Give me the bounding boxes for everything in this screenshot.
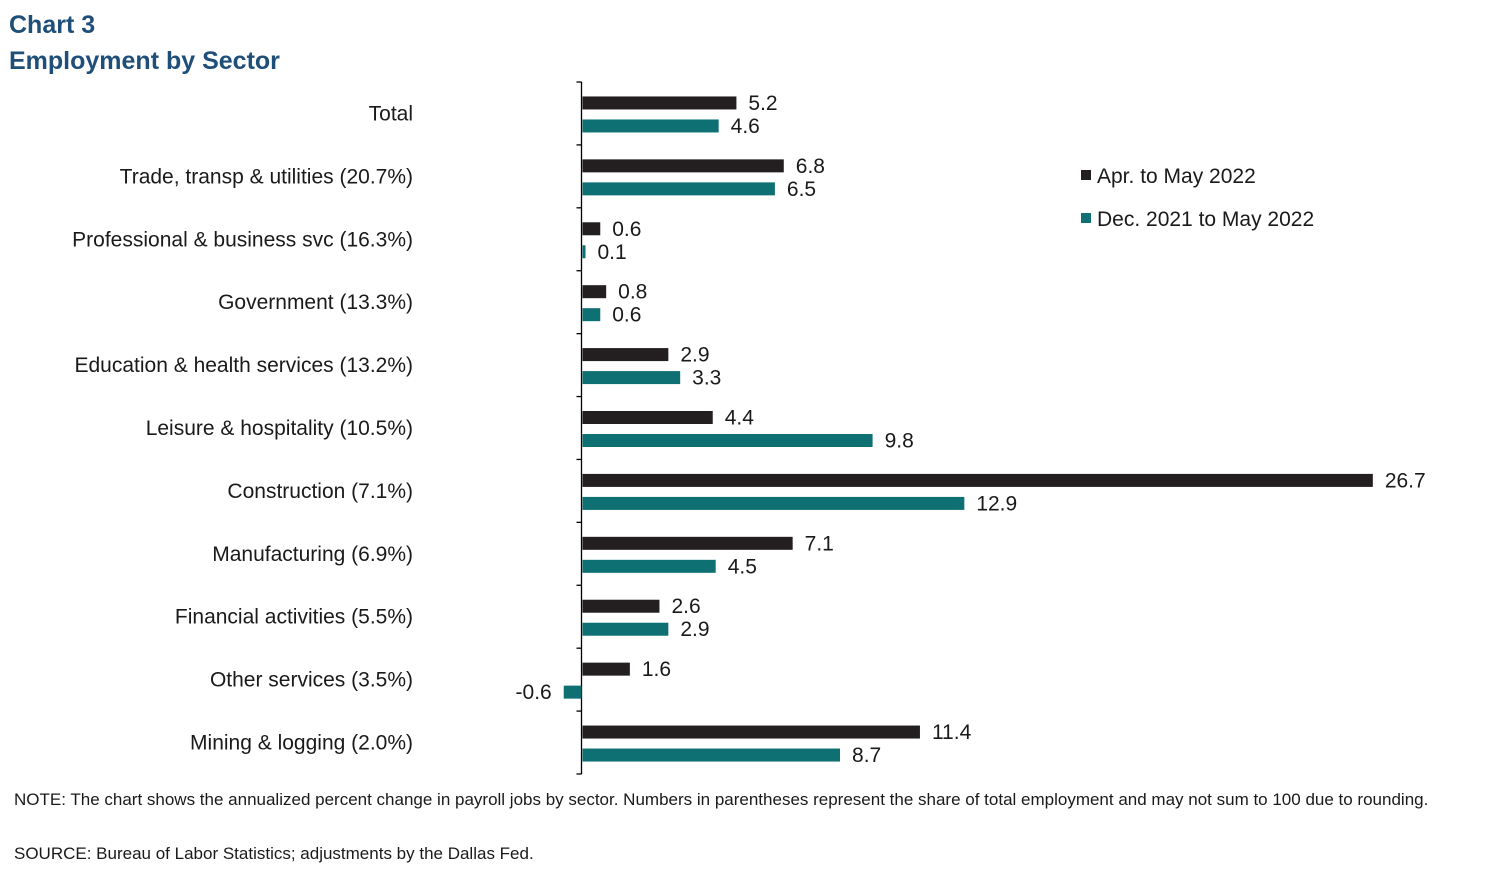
legend-swatch-1 — [1081, 170, 1091, 180]
data-label: 7.1 — [805, 532, 834, 555]
data-label: 8.7 — [852, 744, 881, 767]
data-label: 5.2 — [748, 92, 777, 115]
data-label: -0.6 — [516, 681, 552, 704]
chart-note: NOTE: The chart shows the annualized per… — [14, 790, 1429, 809]
bar-series-2 — [582, 496, 965, 510]
bar-series-1 — [582, 536, 793, 550]
bar-series-1 — [582, 725, 920, 739]
data-label: 0.8 — [618, 281, 647, 304]
data-label: 2.9 — [680, 618, 709, 641]
bar-series-1 — [582, 348, 669, 362]
data-label: 2.9 — [680, 344, 709, 367]
bar-series-2 — [582, 748, 841, 762]
data-label: 12.9 — [976, 492, 1017, 515]
legend-swatch-2 — [1081, 213, 1091, 223]
bar-series-2 — [582, 119, 719, 133]
category-label: Government (13.3%) — [218, 291, 413, 314]
data-label: 0.1 — [597, 241, 626, 264]
bar-series-2 — [582, 308, 601, 322]
data-label: 9.8 — [885, 430, 914, 453]
chart-number: Chart 3 — [9, 11, 96, 39]
bar-series-1 — [582, 599, 660, 613]
category-label: Construction (7.1%) — [227, 480, 413, 503]
category-label: Education & health services (13.2%) — [74, 354, 413, 377]
data-label: 0.6 — [612, 218, 641, 241]
bar-series-1 — [582, 285, 607, 299]
category-label: Mining & logging (2.0%) — [190, 732, 413, 755]
category-label: Financial activities (5.5%) — [175, 606, 413, 629]
bar-series-2 — [582, 182, 775, 196]
data-label: 4.6 — [731, 115, 760, 138]
bar-series-2 — [563, 685, 582, 699]
bar-series-2 — [582, 434, 873, 447]
data-label: 6.8 — [796, 155, 825, 178]
bar-chart: Total 5.24.6 Trade, transp & utilities (20… — [72, 81, 1426, 775]
data-label: 26.7 — [1385, 469, 1426, 492]
bar-series-2 — [582, 245, 586, 259]
category-label: Leisure & hospitality (10.5%) — [146, 417, 413, 440]
bar-series-1 — [582, 222, 601, 236]
data-label: 6.5 — [787, 178, 816, 201]
category-label: Trade, transp & utilities (20.7%) — [120, 165, 413, 188]
bar-series-2 — [582, 371, 681, 385]
category-label: Total — [369, 102, 413, 125]
legend-label-1: Apr. to May 2022 — [1097, 165, 1256, 188]
bar-series-1 — [582, 96, 737, 110]
data-label: 2.6 — [671, 595, 700, 618]
category-label: Manufacturing (6.9%) — [212, 543, 413, 566]
chart-title: Employment by Sector — [9, 47, 280, 75]
bar-series-1 — [582, 473, 1373, 487]
data-label: 4.4 — [725, 407, 755, 430]
category-label: Other services (3.5%) — [210, 669, 413, 692]
bar-series-2 — [582, 559, 716, 573]
bar-series-1 — [582, 411, 713, 424]
chart-source: SOURCE: Bureau of Labor Statistics; adju… — [14, 844, 534, 863]
bar-series-1 — [582, 159, 784, 173]
category-label: Professional & business svc (16.3%) — [72, 228, 413, 251]
data-label: 1.6 — [642, 658, 671, 681]
bar-series-1 — [582, 662, 630, 676]
data-label: 4.5 — [728, 555, 757, 578]
data-label: 3.3 — [692, 367, 721, 390]
data-label: 0.6 — [612, 304, 641, 327]
bar-series-2 — [582, 622, 669, 636]
legend-label-2: Dec. 2021 to May 2022 — [1097, 208, 1314, 231]
data-label: 11.4 — [932, 721, 972, 744]
